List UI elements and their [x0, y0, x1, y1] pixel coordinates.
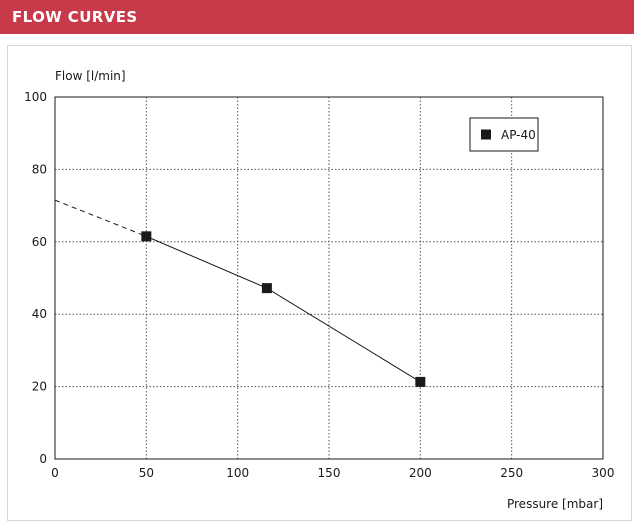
x-tick-label: 200	[409, 466, 432, 480]
legend-marker	[481, 129, 491, 140]
y-tick-label: 60	[32, 235, 47, 249]
x-tick-label: 150	[318, 466, 341, 480]
y-axis-label: Flow [l/min]	[55, 69, 126, 83]
header-bar: FLOW CURVES	[0, 0, 634, 34]
x-tick-label: 50	[139, 466, 154, 480]
data-point-marker	[141, 231, 152, 242]
legend-box	[469, 117, 539, 152]
y-tick-label: 40	[32, 307, 47, 321]
x-axis-label: Pressure [mbar]	[507, 497, 603, 511]
y-tick-label: 100	[24, 90, 47, 104]
series-layer	[54, 199, 426, 387]
page-title: FLOW CURVES	[12, 8, 138, 26]
plot-frame	[54, 96, 604, 460]
data-point-marker	[261, 283, 272, 294]
grid-layer	[55, 97, 603, 459]
data-point-marker	[415, 376, 426, 387]
y-tick-label: 0	[39, 452, 47, 466]
tick-layer: 0 50 100 150 200 250 300 0 20 40 60 80 100	[24, 90, 614, 480]
x-tick-label: 100	[226, 466, 249, 480]
y-tick-label: 80	[32, 162, 47, 176]
legend-label: AP-40	[501, 128, 536, 142]
series-extrapolation-line	[54, 199, 147, 237]
x-tick-label: 300	[592, 466, 615, 480]
series-line	[146, 235, 421, 383]
legend: AP-40	[469, 117, 539, 152]
y-tick-label: 20	[32, 380, 47, 394]
x-tick-label: 0	[51, 466, 59, 480]
x-tick-label: 250	[500, 466, 523, 480]
